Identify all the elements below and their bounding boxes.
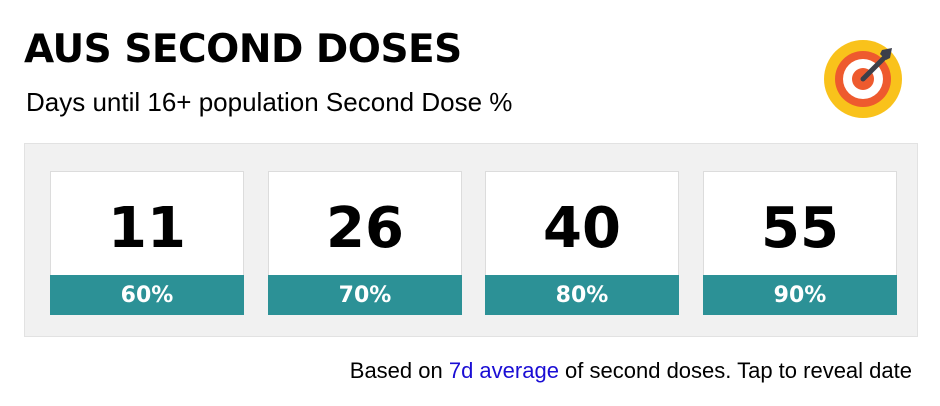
- dose-card-70[interactable]: 26 70%: [268, 171, 462, 315]
- percent-label: 80%: [485, 275, 679, 315]
- days-value: 40: [543, 196, 621, 261]
- dose-card-80[interactable]: 40 80%: [485, 171, 679, 315]
- page-subtitle: Days until 16+ population Second Dose %: [26, 87, 513, 117]
- footnote: Based on 7d average of second doses. Tap…: [350, 356, 912, 386]
- dose-card-60[interactable]: 11 60%: [50, 171, 244, 315]
- footnote-prefix: Based on: [349, 358, 449, 383]
- page-title: AUS SECOND DOSES: [24, 27, 462, 72]
- percent-label: 70%: [268, 275, 462, 315]
- days-value: 26: [326, 196, 404, 261]
- percent-label: 90%: [703, 275, 897, 315]
- footnote-suffix: of second doses. Tap to reveal date: [558, 358, 912, 383]
- dose-card-90[interactable]: 55 90%: [703, 171, 897, 315]
- average-link[interactable]: 7d average: [448, 358, 559, 383]
- days-value: 55: [761, 196, 839, 261]
- bullseye-target-icon: [822, 36, 904, 118]
- dose-targets-panel: 11 60% 26 70% 40 80% 55 90%: [24, 143, 918, 337]
- percent-label: 60%: [50, 275, 244, 315]
- bullseye-target-graphic: [824, 40, 902, 118]
- days-value: 11: [108, 196, 186, 261]
